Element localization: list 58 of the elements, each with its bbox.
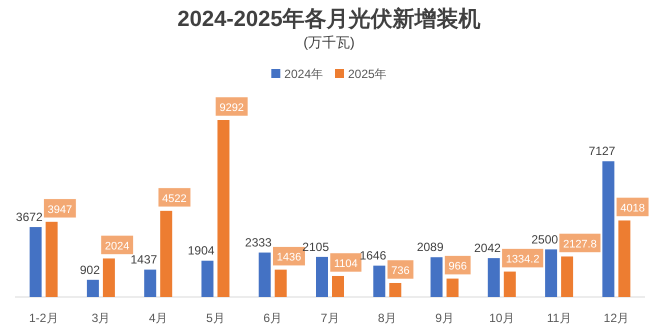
data-label: 966 — [448, 260, 467, 273]
x-tick-label: 3月 — [92, 311, 110, 325]
data-label: 2042 — [474, 241, 502, 256]
bar — [430, 257, 443, 297]
bar — [316, 256, 328, 297]
bar — [602, 161, 614, 297]
bar — [102, 258, 115, 297]
bar — [274, 270, 287, 297]
data-label: 2500 — [531, 232, 558, 246]
x-tick-label: 9月 — [435, 311, 454, 325]
bar — [144, 270, 156, 297]
x-tick-label: 5月 — [206, 311, 225, 325]
x-tick-label: 1-2月 — [28, 311, 58, 325]
bar — [217, 120, 230, 297]
x-tick-label: 6月 — [263, 311, 282, 325]
bar — [46, 222, 58, 297]
data-label: 1104 — [334, 258, 358, 270]
chart-subtitle: (万千瓦) — [303, 34, 355, 50]
x-tick-label: 11月 — [546, 311, 572, 325]
bar — [201, 260, 214, 297]
bar — [504, 272, 516, 297]
legend-label: 2025年 — [348, 67, 387, 81]
x-tick-label: 8月 — [378, 311, 397, 325]
x-tick-label: 4月 — [148, 311, 168, 325]
data-label: 2105 — [302, 240, 330, 254]
bar — [86, 280, 99, 297]
data-label: 736 — [391, 264, 410, 277]
bar — [618, 220, 630, 297]
bar — [488, 258, 500, 297]
data-label: 7127 — [588, 144, 616, 158]
x-tick-label: 12月 — [604, 311, 630, 325]
data-label: 2333 — [245, 236, 272, 250]
data-label: 3947 — [48, 204, 72, 216]
data-label: 2024 — [104, 240, 130, 252]
data-label: 1437 — [130, 252, 158, 267]
data-label: 4522 — [162, 192, 187, 205]
bar — [561, 256, 574, 297]
bar — [446, 278, 459, 297]
data-label: 1334.2 — [506, 254, 540, 266]
chart-title: 2024-2025年各月光伏新增装机 — [177, 6, 481, 31]
data-label: 9292 — [219, 102, 244, 114]
data-label: 1436 — [276, 252, 302, 264]
data-label: 902 — [80, 262, 100, 277]
data-label: 1904 — [188, 244, 215, 258]
bar — [30, 227, 42, 297]
legend-label: 2024年 — [284, 67, 323, 81]
bar — [332, 276, 344, 297]
bar — [258, 252, 271, 297]
data-label: 3672 — [16, 210, 43, 224]
bar — [545, 249, 558, 297]
data-label: 4018 — [620, 202, 645, 214]
bar — [160, 210, 172, 297]
data-label: 2089 — [416, 240, 444, 254]
x-tick-label: 7月 — [320, 311, 340, 325]
bar — [389, 282, 402, 297]
data-label: 2127.8 — [563, 238, 597, 250]
bar — [373, 266, 386, 297]
x-tick-label: 10月 — [489, 311, 514, 325]
